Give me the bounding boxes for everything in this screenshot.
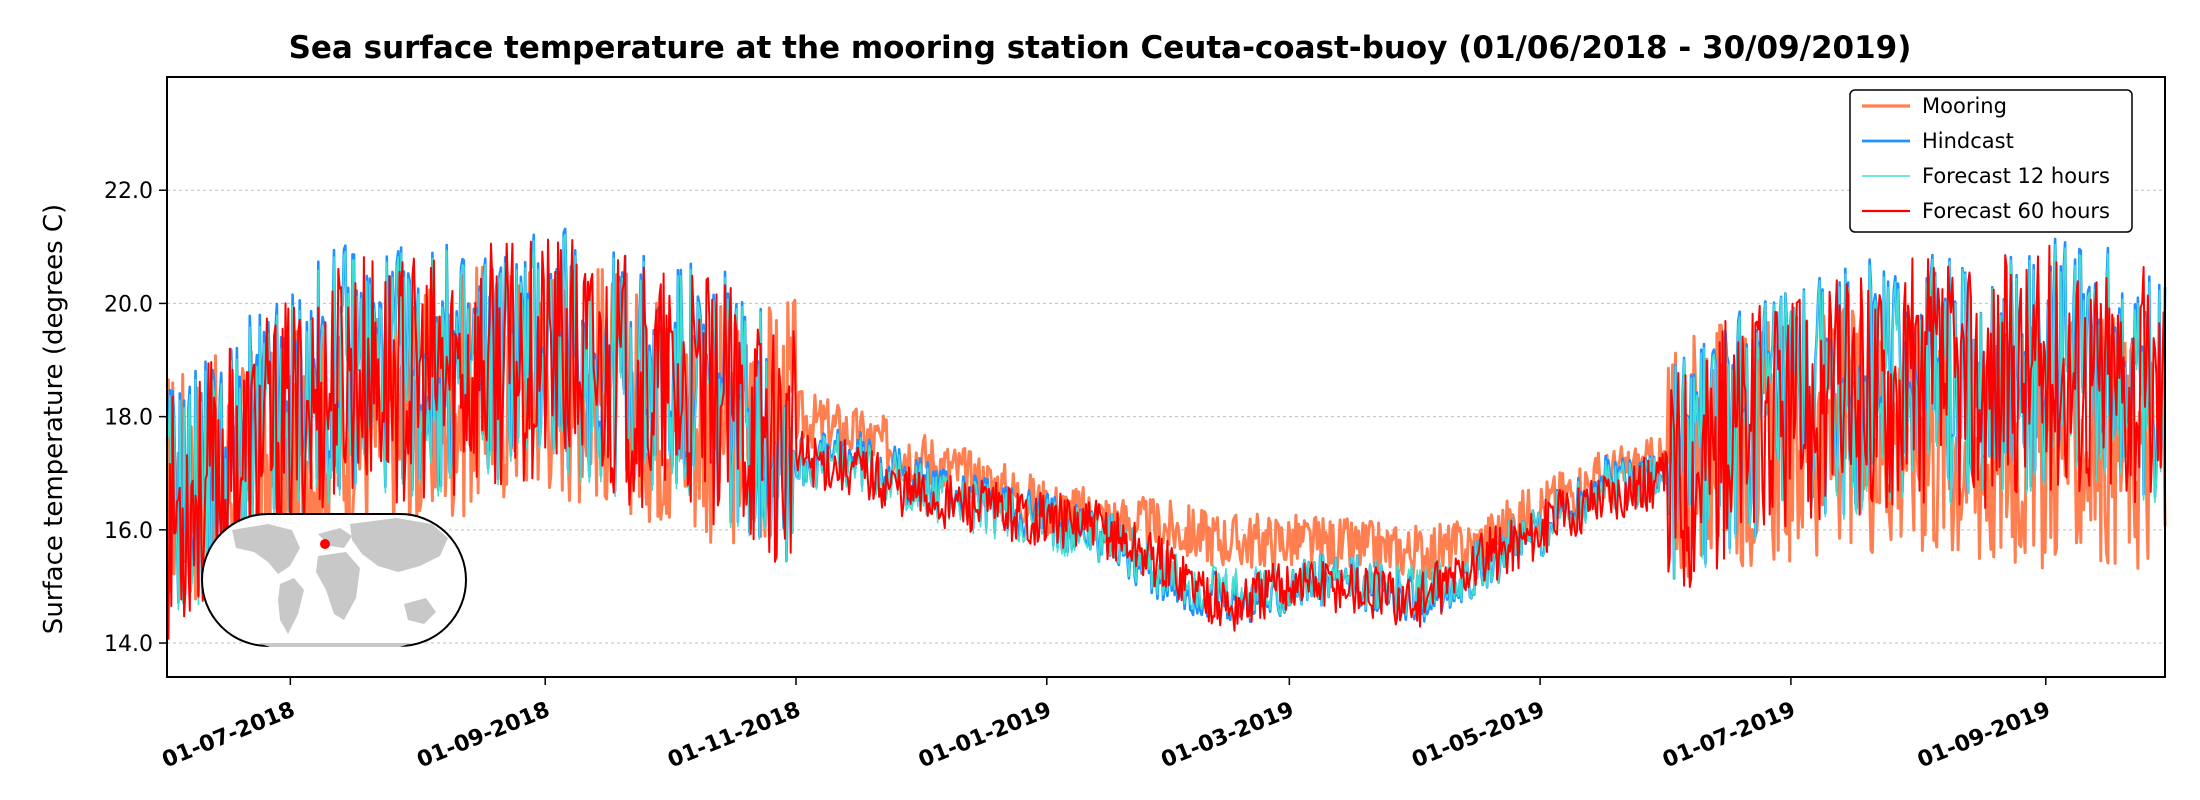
- x-tick-label: 01-09-2019: [1914, 697, 2054, 773]
- station-marker: [320, 539, 330, 549]
- y-tick-label: 22.0: [104, 179, 153, 204]
- legend-label: Forecast 12 hours: [1922, 164, 2110, 188]
- plot-frame: [166, 76, 2166, 678]
- x-tick-label: 01-05-2019: [1409, 697, 1549, 773]
- europe-shape: [318, 528, 352, 548]
- legend: Mooring Hindcast Forecast 12 hours Forecast…: [1849, 89, 2133, 233]
- y-tick-label: 20.0: [104, 292, 153, 317]
- x-tick-label: 01-03-2019: [1158, 697, 1298, 773]
- x-tick-label: 01-01-2019: [915, 697, 1055, 773]
- x-tick-label: 01-07-2019: [1659, 697, 1799, 773]
- legend-label: Hindcast: [1922, 129, 2014, 153]
- x-axis: 01-07-2018 01-09-2018 01-11-2018 01-01-2019…: [159, 677, 2054, 773]
- series-line-forecast-60-hours: [166, 238, 2166, 640]
- y-tick-label: 14.0: [104, 632, 153, 657]
- legend-label: Mooring: [1922, 94, 2007, 118]
- asia-shape: [350, 518, 448, 572]
- south-america-shape: [278, 578, 304, 634]
- x-tick-label: 01-11-2018: [664, 697, 804, 773]
- antarctica-shape: [258, 643, 412, 647]
- y-axis-label: Surface temperature (degrees C): [39, 204, 69, 634]
- australia-shape: [404, 598, 436, 624]
- legend-box: [1849, 89, 2133, 233]
- chart-title: Sea surface temperature at the mooring s…: [289, 30, 1912, 66]
- x-tick-label: 01-09-2018: [414, 697, 554, 773]
- y-tick-label: 16.0: [104, 519, 153, 544]
- x-tick-label: 01-07-2018: [159, 697, 299, 773]
- series-layer: [165, 227, 2167, 640]
- y-tick-label: 18.0: [104, 406, 153, 431]
- north-america-shape: [232, 524, 300, 574]
- y-axis: 14.0 16.0 18.0 20.0 22.0: [104, 179, 167, 657]
- world-map-inset: [201, 513, 467, 647]
- legend-label: Forecast 60 hours: [1922, 199, 2110, 223]
- africa-shape: [316, 552, 360, 620]
